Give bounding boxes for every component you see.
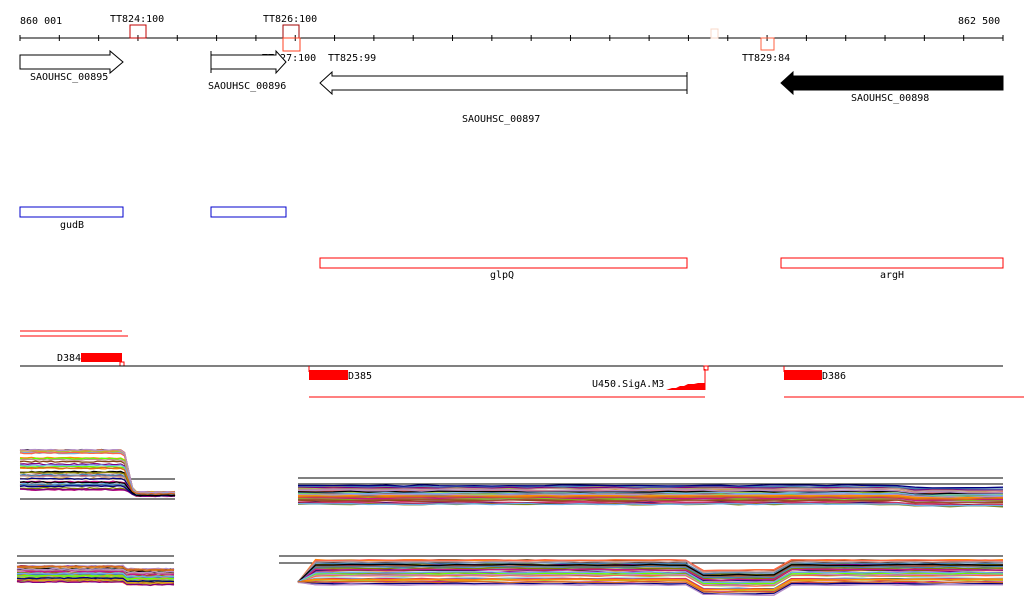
- expression-trace: [297, 581, 1003, 595]
- expression-trace: [297, 560, 1004, 583]
- expression-trace: [297, 498, 1004, 504]
- terminator-tt829[interactable]: [760, 37, 775, 51]
- expression-trace: [297, 574, 1004, 587]
- gene-track: SAOUHSC_00895 SAOUHSC_00896 SAOUHSC_0089…: [19, 49, 1004, 125]
- terminator-label: TT826:100: [263, 14, 317, 25]
- gene-label: SAOUHSC_00897: [462, 114, 540, 125]
- expression-trace: [297, 495, 1004, 500]
- feature-marker: [119, 361, 125, 367]
- expression-trace: [16, 576, 175, 583]
- expression-trace: [297, 566, 1004, 583]
- expression-trace: [297, 502, 1004, 507]
- expression-trace: [297, 571, 1004, 584]
- gene-label: SAOUHSC_00896: [208, 81, 286, 92]
- gene-arrow-saouhsc-00898[interactable]: [780, 70, 1004, 96]
- annotation-label: gudB: [60, 220, 84, 231]
- feature-u450-siga-m3[interactable]: [666, 383, 705, 390]
- expression-trace: [17, 578, 175, 585]
- terminator-label: TT827:100: [262, 53, 316, 64]
- expression-trace: [297, 580, 1004, 594]
- expression-trace: [16, 580, 175, 587]
- expression-trace: [17, 568, 175, 574]
- ruler-start-label: 860 001: [20, 16, 62, 27]
- gene-arrow-saouhsc-00896[interactable]: [210, 49, 287, 75]
- expression-trace: [298, 484, 1004, 489]
- expression-trace: [297, 491, 1004, 497]
- annotation-gudb[interactable]: [19, 206, 124, 218]
- terminator-label: TT825:99: [328, 53, 376, 64]
- expression-trace: [297, 572, 1004, 585]
- expression-trace: [297, 501, 1004, 507]
- expression-trace: [16, 572, 175, 578]
- ruler: 860 001 862 500: [19, 16, 1004, 41]
- expression-trace: [16, 570, 175, 576]
- expression-trace: [19, 481, 176, 497]
- expression-trace: [19, 466, 176, 495]
- gene-arrow-saouhsc-00895[interactable]: [19, 49, 124, 75]
- feature-track: D384 D385 U450.SigA.M3 D386: [20, 330, 1024, 398]
- terminator-label: TT824:100: [110, 14, 164, 25]
- expression-trace: [297, 581, 1004, 596]
- expression-trace: [297, 489, 1004, 494]
- expression-trace: [297, 578, 1004, 591]
- feature-d385[interactable]: [309, 370, 348, 380]
- gene-arrow-saouhsc-00897[interactable]: [319, 70, 688, 96]
- annotation-argh[interactable]: [780, 257, 1004, 269]
- expression-trace: [16, 574, 175, 580]
- feature-label: U450.SigA.M3: [592, 379, 664, 390]
- ruler-end-label: 862 500: [958, 16, 1000, 27]
- terminator-label: TT829:84: [742, 53, 790, 64]
- terminator-track: TT824:100 TT826:100 TT827:100 TT825:99 T…: [110, 14, 790, 64]
- gene-label: SAOUHSC_00895: [30, 72, 108, 83]
- expression-trace: [297, 563, 1004, 583]
- expression-trace: [297, 565, 1004, 583]
- feature-label: D386: [822, 371, 846, 382]
- feature-marker: [703, 365, 709, 371]
- terminator-tt827[interactable]: [282, 37, 301, 52]
- feature-d384[interactable]: [81, 353, 122, 362]
- feature-d386[interactable]: [784, 370, 822, 380]
- gene-label: SAOUHSC_00898: [851, 93, 929, 104]
- expression-trace: [19, 448, 176, 494]
- expression-plots: [16, 448, 1004, 596]
- annotation-glpq[interactable]: [319, 257, 688, 269]
- terminator-faint[interactable]: [710, 28, 719, 39]
- terminator-tt826[interactable]: [282, 24, 300, 39]
- expression-trace: [297, 558, 1004, 583]
- feature-label: D384: [57, 353, 81, 364]
- expression-trace: [297, 485, 1003, 490]
- expression-trace: [16, 565, 175, 571]
- annotation-label: glpQ: [490, 270, 514, 281]
- expression-trace: [297, 494, 1004, 500]
- expression-trace: [297, 568, 1004, 583]
- annotation-box[interactable]: [210, 206, 287, 218]
- feature-label: D385: [348, 371, 372, 382]
- annotation-track: gudB glpQ argH: [19, 206, 1004, 281]
- terminator-tt824[interactable]: [129, 24, 147, 39]
- expression-trace: [297, 490, 1004, 495]
- annotation-label: argH: [880, 270, 904, 281]
